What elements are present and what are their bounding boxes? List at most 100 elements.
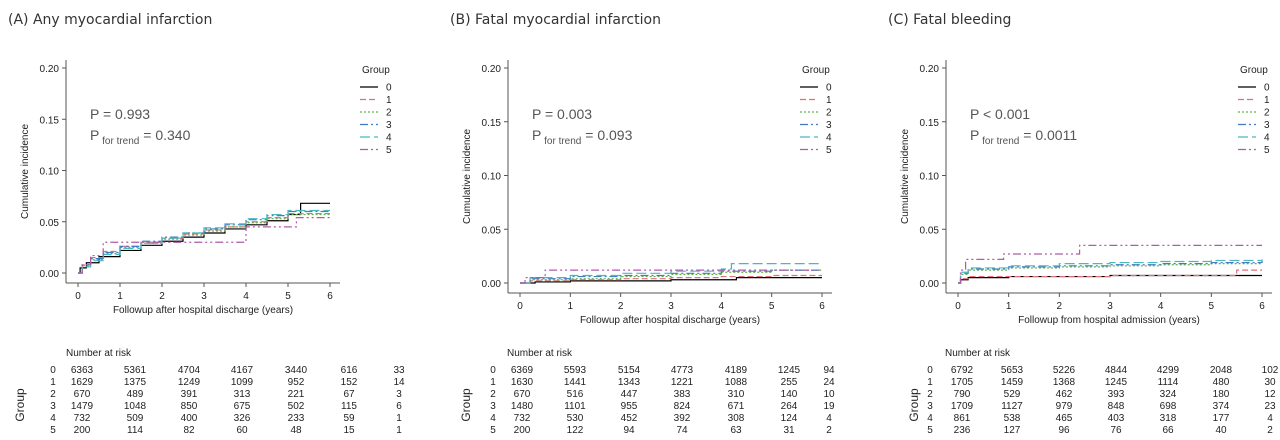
risk-table-cell: 310	[728, 389, 745, 400]
risk-table-cell: 122	[567, 425, 584, 436]
x-tick-label: 0	[75, 291, 81, 302]
series-line-group-1	[958, 269, 1262, 284]
x-tick-label: 1	[117, 291, 123, 302]
risk-table-cell: 824	[674, 401, 691, 412]
risk-table-cell: 308	[728, 413, 745, 424]
risk-table-group-axis: Group	[459, 388, 473, 422]
risk-table-cell: 955	[621, 401, 638, 412]
risk-table-cell: 180	[1213, 389, 1230, 400]
series-line-group-5	[520, 269, 822, 284]
x-tick-label: 6	[1259, 301, 1265, 312]
legend-label: 3	[826, 120, 832, 131]
risk-table-cell: 67	[343, 389, 355, 400]
risk-table-cell: 324	[1160, 389, 1177, 400]
legend-label: 1	[386, 95, 392, 106]
x-tick-label: 3	[201, 291, 207, 302]
risk-table-cell: 5226	[1053, 365, 1076, 376]
risk-table-cell: 4189	[725, 365, 748, 376]
series-line-group-0	[78, 202, 330, 274]
risk-table-cell: 1459	[1001, 377, 1024, 388]
risk-table-cell: 5361	[124, 365, 147, 376]
x-tick-label: 5	[769, 301, 775, 312]
y-tick-label: 0.20	[920, 64, 940, 75]
risk-table-cell: 31	[783, 425, 795, 436]
risk-table-group-number: 4	[50, 413, 56, 424]
y-tick-label: 0.05	[482, 225, 502, 236]
risk-table-cell: 115	[341, 401, 357, 412]
risk-table-cell: 1088	[725, 377, 748, 388]
y-tick-label: 0.15	[920, 118, 940, 129]
risk-table-cell: 82	[183, 425, 195, 436]
risk-table-cell: 509	[127, 413, 144, 424]
risk-table-group-number: 1	[927, 377, 933, 388]
panel-title-c: (C) Fatal bleeding	[888, 12, 1012, 28]
x-tick-label: 4	[1158, 301, 1164, 312]
x-tick-label: 2	[1057, 301, 1063, 312]
risk-table-cell: 732	[514, 413, 531, 424]
risk-table-cell: 374	[1213, 401, 1230, 412]
risk-table-cell: 1	[396, 425, 402, 436]
risk-table-cell: 1630	[511, 377, 534, 388]
risk-table-cell: 391	[181, 389, 198, 400]
risk-table-cell: 94	[823, 365, 835, 376]
risk-table-cell: 4167	[231, 365, 254, 376]
x-tick-label: 2	[618, 301, 624, 312]
risk-table-cell: 1221	[671, 377, 694, 388]
panel-title-b: (B) Fatal myocardial infarction	[450, 12, 661, 28]
risk-table-cell: 94	[623, 425, 635, 436]
risk-table-cell: 1	[396, 413, 402, 424]
p-trend-text: P for trend = 0.340	[90, 127, 191, 147]
x-tick-label: 0	[517, 301, 523, 312]
risk-table-cell: 96	[1058, 425, 1070, 436]
x-tick-label: 1	[1006, 301, 1012, 312]
y-tick-label: 0.10	[482, 172, 502, 183]
legend-label: 3	[386, 120, 392, 131]
x-tick-label: 4	[243, 291, 249, 302]
risk-table-cell: 1343	[618, 377, 641, 388]
risk-table-cell: 732	[74, 413, 91, 424]
y-tick-label: 0.15	[482, 118, 502, 129]
risk-table-cell: 1048	[124, 401, 147, 412]
series-line-group-2	[520, 269, 822, 284]
risk-table-cell: 516	[567, 389, 584, 400]
p-value-text: P = 0.003	[532, 106, 592, 122]
risk-table-cell: 452	[621, 413, 638, 424]
risk-table-cell: 318	[1160, 413, 1177, 424]
risk-table-cell: 177	[1213, 413, 1230, 424]
risk-table-cell: 675	[234, 401, 251, 412]
series-line-group-1	[78, 212, 330, 274]
risk-table-cell: 616	[341, 365, 358, 376]
y-axis-label: Cumulative incidence	[20, 124, 31, 219]
risk-table-cell: 5653	[1001, 365, 1024, 376]
risk-table-cell: 529	[1004, 389, 1021, 400]
legend-label: 0	[1264, 83, 1270, 94]
legend-label: 5	[386, 145, 392, 156]
y-tick-label: 0.05	[40, 218, 60, 229]
y-tick-label: 0.20	[40, 64, 60, 75]
p-value-text: P < 0.001	[970, 106, 1030, 122]
risk-table-cell: 6	[396, 401, 402, 412]
risk-table-group-number: 4	[927, 413, 933, 424]
legend-label: 1	[826, 95, 832, 106]
legend-label: 4	[386, 133, 392, 144]
risk-table-group-number: 5	[927, 425, 933, 436]
risk-table-cell: 4844	[1105, 365, 1128, 376]
risk-table-title: Number at risk	[507, 348, 573, 359]
risk-table-cell: 3440	[285, 365, 308, 376]
p-trend-label: P	[532, 127, 541, 143]
series-line-group-1	[520, 274, 822, 284]
series-line-group-4	[78, 209, 330, 274]
risk-table-cell: 480	[1213, 377, 1230, 388]
risk-table-cell: 102	[1262, 365, 1279, 376]
risk-table-cell: 670	[514, 389, 531, 400]
legend-label: 2	[1264, 108, 1270, 119]
risk-table-cell: 848	[1108, 401, 1125, 412]
y-axis-label: Cumulative incidence	[462, 129, 473, 224]
risk-table-cell: 850	[181, 401, 198, 412]
y-axis-label: Cumulative incidence	[900, 129, 911, 224]
risk-table-cell: 14	[393, 377, 405, 388]
x-tick-label: 2	[159, 291, 165, 302]
risk-table-title: Number at risk	[66, 348, 132, 359]
p-trend-value: = 0.340	[139, 127, 190, 143]
